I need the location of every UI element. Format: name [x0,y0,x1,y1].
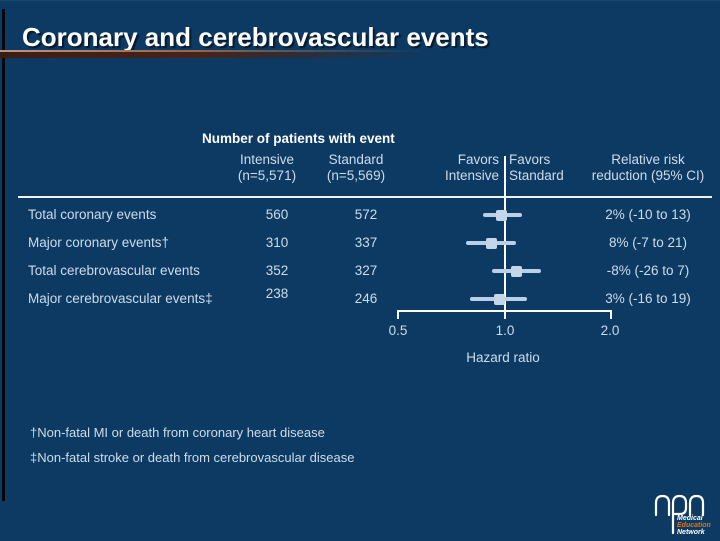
logo-arch-3 [688,494,705,517]
intensive-value: 352 [265,263,289,278]
column-header-standard-line2: (n=5,569) [326,168,386,183]
standard-value: 327 [354,263,378,278]
page-title: Coronary and cerebrovascular events [22,22,489,52]
axis-tick-05 [397,310,399,319]
title-underline-rule [0,50,437,58]
logo-text-network: Network [677,529,706,536]
row-label: Major cerebrovascular events‡ [28,291,213,306]
row-label: Total cerebrovascular events [28,263,200,278]
intensive-value: 238 [265,286,289,301]
axis-tick-label-05: 0.5 [388,323,408,338]
row-label: Total coronary events [28,207,157,222]
relative-risk-line1: Relative risk [611,152,685,167]
rrr-value: 8% (-7 to 21) [608,235,688,250]
header-divider-line [18,196,712,198]
column-header-intensive-line1: Intensive [239,152,295,167]
column-header-favors-standard: Favors Standard [509,152,599,184]
footnote-double-dagger: ‡Non-fatal stroke or death from cerebrov… [30,450,355,465]
intensive-value: 560 [265,207,289,222]
relative-risk-line2: reduction (95% CI) [591,168,705,183]
logo-arch-2 [671,494,688,535]
point-marker [486,237,498,249]
standard-value: 572 [354,207,378,222]
rrr-value: -8% (-26 to 7) [606,263,690,278]
left-edge-strip [2,9,5,501]
column-header-favors-intensive: Favors Intensive [420,152,499,184]
axis-tick-20 [610,310,612,319]
footnote-dagger: †Non-fatal MI or death from coronary hea… [30,425,325,440]
point-marker [495,209,507,221]
hazard-ratio-axis-line [397,310,612,312]
logo-text-medical: Medical [677,515,704,522]
logo-arch-1 [654,494,671,517]
intensive-value: 310 [265,235,289,250]
point-marker [494,293,506,305]
column-header-intensive: Intensive (n=5,571) [217,152,317,184]
column-header-relative-risk: Relative risk reduction (95% CI) [568,152,720,184]
favors-standard-line2: Standard [509,168,564,183]
column-header-standard-line1: Standard [328,152,384,167]
axis-tick-label-20: 2.0 [600,323,620,338]
rrr-value: 3% (-16 to 19) [605,291,691,306]
favors-intensive-line2: Intensive [444,168,499,183]
favors-standard-line1: Favors [509,152,551,167]
favors-intensive-line1: Favors [457,152,499,167]
point-marker [510,265,522,277]
standard-value: 337 [354,235,378,250]
standard-value: 246 [354,291,378,306]
column-header-standard: Standard (n=5,569) [306,152,406,184]
row-label: Major coronary events† [28,235,170,250]
hazard-ratio-reference-line [504,156,506,319]
axis-tick-label-10: 1.0 [495,323,515,338]
rrr-value: 2% (-10 to 13) [605,207,691,222]
axis-title: Hazard ratio [466,350,540,365]
medical-education-network-logo: Medical Education Network [654,494,711,536]
logo-text-education: Education [677,522,711,529]
column-header-intensive-line2: (n=5,571) [237,168,297,183]
table-group-header: Number of patients with event [202,131,395,146]
